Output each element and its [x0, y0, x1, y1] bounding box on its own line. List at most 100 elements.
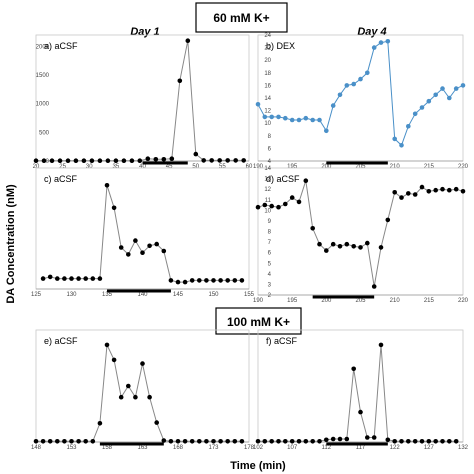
data-point-b-26: [433, 92, 439, 98]
data-point-a-14: [145, 156, 151, 161]
x-tick-label-d-5: 215: [424, 298, 435, 304]
panel-c: 125 130 135 140 145 150 155 c) aCSF: [31, 167, 255, 298]
series-line-e: [36, 343, 242, 442]
data-point-e-6: [76, 439, 81, 444]
data-point-c-13: [133, 238, 138, 243]
data-point-f-27: [440, 439, 445, 444]
series-line-f: [258, 344, 457, 442]
data-point-d-12: [337, 244, 343, 249]
data-point-c-20: [182, 279, 188, 285]
data-point-f-12: [337, 436, 343, 442]
x-tick-label-f-0: 102: [253, 445, 264, 451]
data-point-f-10: [324, 437, 329, 443]
data-point-e-11: [111, 357, 117, 363]
data-point-d-9: [317, 241, 322, 247]
data-point-b-10: [324, 128, 329, 134]
data-point-c-22: [197, 278, 202, 283]
data-point-f-8: [310, 439, 316, 444]
data-point-b-1: [262, 114, 268, 120]
data-point-b-8: [310, 117, 316, 123]
data-point-a-26: [241, 158, 246, 163]
y-tick-label-b-0: 4: [268, 159, 272, 165]
data-point-a-25: [233, 158, 238, 163]
data-point-c-16: [154, 241, 159, 247]
series-line-c: [42, 185, 242, 283]
series-line-d: [257, 180, 464, 287]
y-tick-label-b-9: 22: [264, 46, 271, 52]
y-tick-label-a-3: 1500: [36, 73, 50, 79]
y-tick-label-b-4: 12: [264, 109, 271, 115]
data-point-f-2: [269, 439, 275, 444]
series-line-a: [36, 40, 244, 162]
x-tick-label-c-2: 135: [102, 292, 113, 298]
y-tick-label-d-0: 2: [268, 293, 272, 299]
data-point-f-18: [378, 342, 384, 348]
data-point-e-23: [197, 439, 202, 444]
data-point-f-7: [303, 439, 309, 444]
data-point-d-25: [426, 189, 432, 194]
data-point-c-11: [118, 245, 124, 250]
y-tick-label-d-7: 9: [268, 219, 272, 225]
y-tick-label-b-3: 10: [264, 121, 271, 127]
data-point-e-24: [204, 439, 209, 444]
panel-b: 190 195 200 205 210 215 220 4 6 8 10 12 14 16 18 20 22 24…: [253, 33, 469, 170]
data-point-f-28: [447, 439, 452, 444]
data-point-d-21: [399, 195, 404, 200]
y-tick-label-a-1: 500: [39, 130, 50, 136]
data-point-d-6: [296, 199, 302, 205]
x-tick-label-c-0: 125: [31, 292, 42, 298]
data-point-e-14: [133, 394, 138, 400]
data-point-c-24: [211, 278, 216, 283]
panel-d: 190 195 200 205 210 215 220 2 3 4 5 6 7 8 9 10 11 12 13 14 d…: [253, 166, 469, 304]
y-tick-label-d-4: 6: [268, 251, 272, 257]
data-point-c-12: [126, 252, 131, 257]
data-point-d-20: [392, 190, 398, 195]
data-point-e-3: [55, 439, 60, 444]
x-tick-label-e-1: 153: [66, 445, 77, 451]
series-line-b: [257, 40, 464, 147]
data-point-d-7: [303, 178, 309, 183]
x-tick-label-a-8: 60: [246, 164, 253, 170]
data-point-d-11: [330, 241, 336, 247]
data-point-a-4: [65, 158, 71, 163]
data-point-c-0: [40, 276, 46, 281]
data-point-d-4: [283, 201, 288, 207]
data-point-e-2: [47, 439, 53, 444]
data-point-e-12: [118, 394, 124, 400]
panel-f: 102 107 112 117 122 127 132 f) aCSF: [253, 329, 469, 451]
data-point-f-17: [371, 435, 377, 440]
data-point-a-10: [113, 158, 119, 163]
data-point-e-8: [90, 439, 96, 444]
data-point-e-5: [69, 439, 74, 444]
data-point-e-28: [232, 439, 238, 444]
data-point-a-24: [225, 158, 230, 163]
panel-frame-e: [35, 329, 250, 443]
data-point-d-10: [324, 248, 329, 253]
data-point-b-16: [365, 70, 370, 76]
x-tick-label-a-2: 30: [86, 164, 93, 170]
x-tick-label-f-3: 117: [356, 445, 366, 451]
x-tick-label-a-7: 55: [219, 164, 226, 170]
y-tick-label-a-2: 1000: [36, 102, 50, 108]
data-point-b-13: [344, 83, 350, 88]
x-tick-label-c-3: 140: [137, 292, 148, 298]
data-point-b-23: [412, 111, 418, 117]
x-tick-label-d-4: 210: [390, 298, 401, 304]
data-point-d-14: [351, 244, 357, 249]
data-point-d-8: [310, 226, 316, 231]
y-tick-label-b-6: 16: [264, 83, 271, 89]
data-point-f-23: [412, 439, 418, 444]
data-point-c-2: [55, 276, 60, 281]
data-point-a-6: [81, 158, 87, 163]
y-tick-label-d-1: 3: [268, 282, 272, 288]
data-point-f-1: [262, 439, 268, 444]
x-tick-label-e-2: 158: [102, 445, 113, 451]
data-point-e-25: [211, 439, 216, 444]
panel-label-d: d) aCSF: [266, 174, 300, 184]
data-point-c-21: [189, 278, 195, 283]
data-point-d-19: [385, 217, 391, 223]
panel-label-f: f) aCSF: [266, 336, 298, 346]
data-point-b-11: [330, 103, 336, 108]
data-point-f-0: [255, 439, 261, 444]
data-point-c-27: [232, 278, 238, 283]
